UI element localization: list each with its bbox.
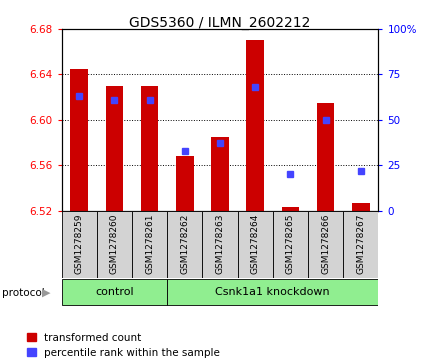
Bar <box>62 211 97 278</box>
Bar <box>273 211 308 278</box>
Text: GSM1278261: GSM1278261 <box>145 214 154 274</box>
Text: GSM1278267: GSM1278267 <box>356 214 365 274</box>
Bar <box>70 69 88 211</box>
Bar <box>106 86 123 211</box>
Text: GDS5360 / ILMN_2602212: GDS5360 / ILMN_2602212 <box>129 16 311 30</box>
Text: ▶: ▶ <box>42 288 51 298</box>
Text: GSM1278262: GSM1278262 <box>180 214 189 274</box>
Text: GSM1278259: GSM1278259 <box>75 214 84 274</box>
Bar <box>141 86 158 211</box>
Bar <box>317 103 334 211</box>
Bar <box>343 211 378 278</box>
Bar <box>132 211 167 278</box>
Text: GSM1278264: GSM1278264 <box>251 214 260 274</box>
Text: GSM1278265: GSM1278265 <box>286 214 295 274</box>
Bar <box>167 211 202 278</box>
Bar <box>62 279 167 305</box>
Bar <box>202 211 238 278</box>
Bar <box>238 211 273 278</box>
Bar <box>308 211 343 278</box>
Text: GSM1278260: GSM1278260 <box>110 214 119 274</box>
Text: GSM1278263: GSM1278263 <box>216 214 224 274</box>
Text: GSM1278266: GSM1278266 <box>321 214 330 274</box>
Text: Csnk1a1 knockdown: Csnk1a1 knockdown <box>216 287 330 297</box>
Text: protocol: protocol <box>2 288 45 298</box>
Bar <box>97 211 132 278</box>
Legend: transformed count, percentile rank within the sample: transformed count, percentile rank withi… <box>27 333 220 358</box>
Bar <box>282 207 299 211</box>
Bar <box>211 137 229 211</box>
Bar <box>246 40 264 211</box>
Bar <box>176 156 194 211</box>
Bar <box>352 203 370 211</box>
Text: control: control <box>95 287 134 297</box>
Bar <box>167 279 378 305</box>
